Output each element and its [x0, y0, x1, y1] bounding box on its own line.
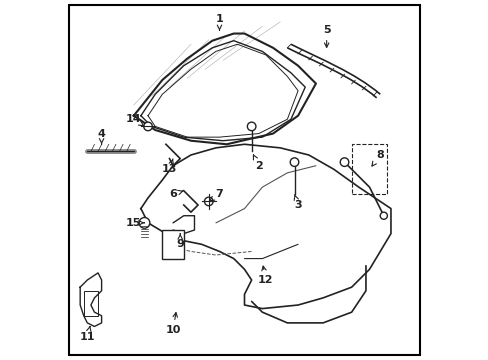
Circle shape — [143, 122, 152, 131]
Text: 12: 12 — [258, 266, 273, 285]
Text: 3: 3 — [294, 194, 301, 210]
Text: 14: 14 — [126, 114, 144, 126]
Text: 4: 4 — [98, 129, 105, 144]
Polygon shape — [80, 273, 102, 327]
Polygon shape — [134, 33, 315, 144]
Circle shape — [247, 122, 255, 131]
Circle shape — [290, 158, 298, 166]
Text: 1: 1 — [215, 14, 223, 30]
Bar — [162, 230, 183, 258]
Circle shape — [340, 158, 348, 166]
Polygon shape — [141, 144, 390, 309]
Text: 11: 11 — [80, 327, 95, 342]
Text: 15: 15 — [126, 218, 144, 228]
Text: 9: 9 — [176, 234, 184, 249]
Text: 7: 7 — [209, 189, 223, 201]
Text: 13: 13 — [162, 159, 177, 174]
Bar — [83, 291, 98, 316]
Text: 2: 2 — [253, 155, 262, 171]
Circle shape — [380, 212, 386, 219]
Text: 5: 5 — [322, 25, 330, 48]
Circle shape — [139, 217, 149, 228]
Text: 10: 10 — [165, 312, 181, 335]
Text: 6: 6 — [169, 189, 183, 199]
Text: 8: 8 — [371, 150, 384, 166]
Circle shape — [204, 197, 213, 206]
Bar — [351, 144, 386, 194]
